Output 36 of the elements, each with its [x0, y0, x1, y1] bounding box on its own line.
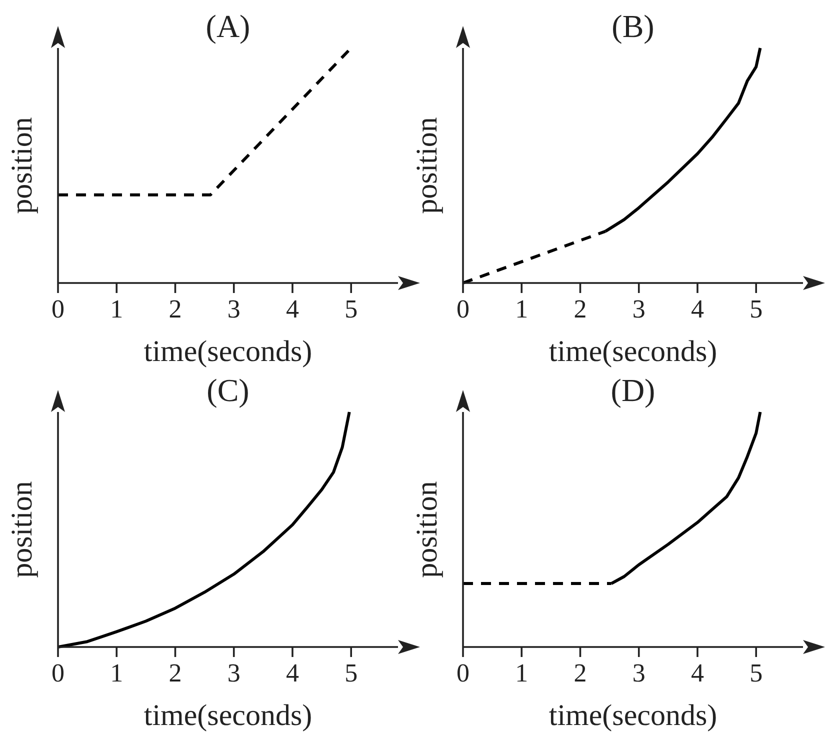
x-tick-label: 2: [168, 658, 182, 688]
x-tick-label: 4: [286, 658, 299, 688]
x-tick-label: 2: [168, 294, 182, 324]
x-tick-label: 3: [227, 294, 240, 324]
x-tick-label: 0: [52, 658, 64, 688]
x-tick-label: 1: [110, 658, 124, 688]
x-tick-label: 5: [750, 294, 763, 324]
x-tick-label: 0: [456, 294, 470, 324]
x-axis-title: time(seconds): [144, 699, 312, 732]
x-tick-label: 5: [750, 658, 763, 688]
x-tick-label: 1: [515, 658, 528, 688]
x-tick-label: 5: [344, 658, 358, 688]
x-axis-title: time(seconds): [144, 335, 312, 368]
x-tick-label: 1: [110, 294, 124, 324]
chart-title: (B): [610, 8, 656, 45]
x-tick-label: 0: [456, 658, 470, 688]
chart-title: (D): [610, 372, 656, 409]
x-tick-label: 2: [574, 658, 587, 688]
chart-title: (A): [204, 8, 252, 45]
x-tick-label: 0: [52, 294, 64, 324]
y-axis-title: position: [6, 117, 39, 214]
y-axis-title: position: [410, 117, 444, 214]
x-tick-label: 1: [515, 294, 528, 324]
chart-title: (C): [206, 372, 250, 409]
x-tick-label: 3: [227, 658, 240, 688]
x-axis-title: time(seconds): [548, 699, 718, 732]
x-tick-label: 2: [574, 294, 587, 324]
y-axis-title: position: [6, 481, 39, 578]
x-tick-label: 3: [632, 294, 646, 324]
y-axis-title: position: [410, 481, 444, 578]
x-tick-label: 3: [632, 658, 646, 688]
x-tick-label: 4: [690, 658, 704, 688]
x-tick-label: 5: [344, 294, 358, 324]
x-axis-title: time(seconds): [548, 335, 718, 368]
x-tick-label: 4: [690, 294, 704, 324]
x-tick-label: 4: [286, 294, 299, 324]
